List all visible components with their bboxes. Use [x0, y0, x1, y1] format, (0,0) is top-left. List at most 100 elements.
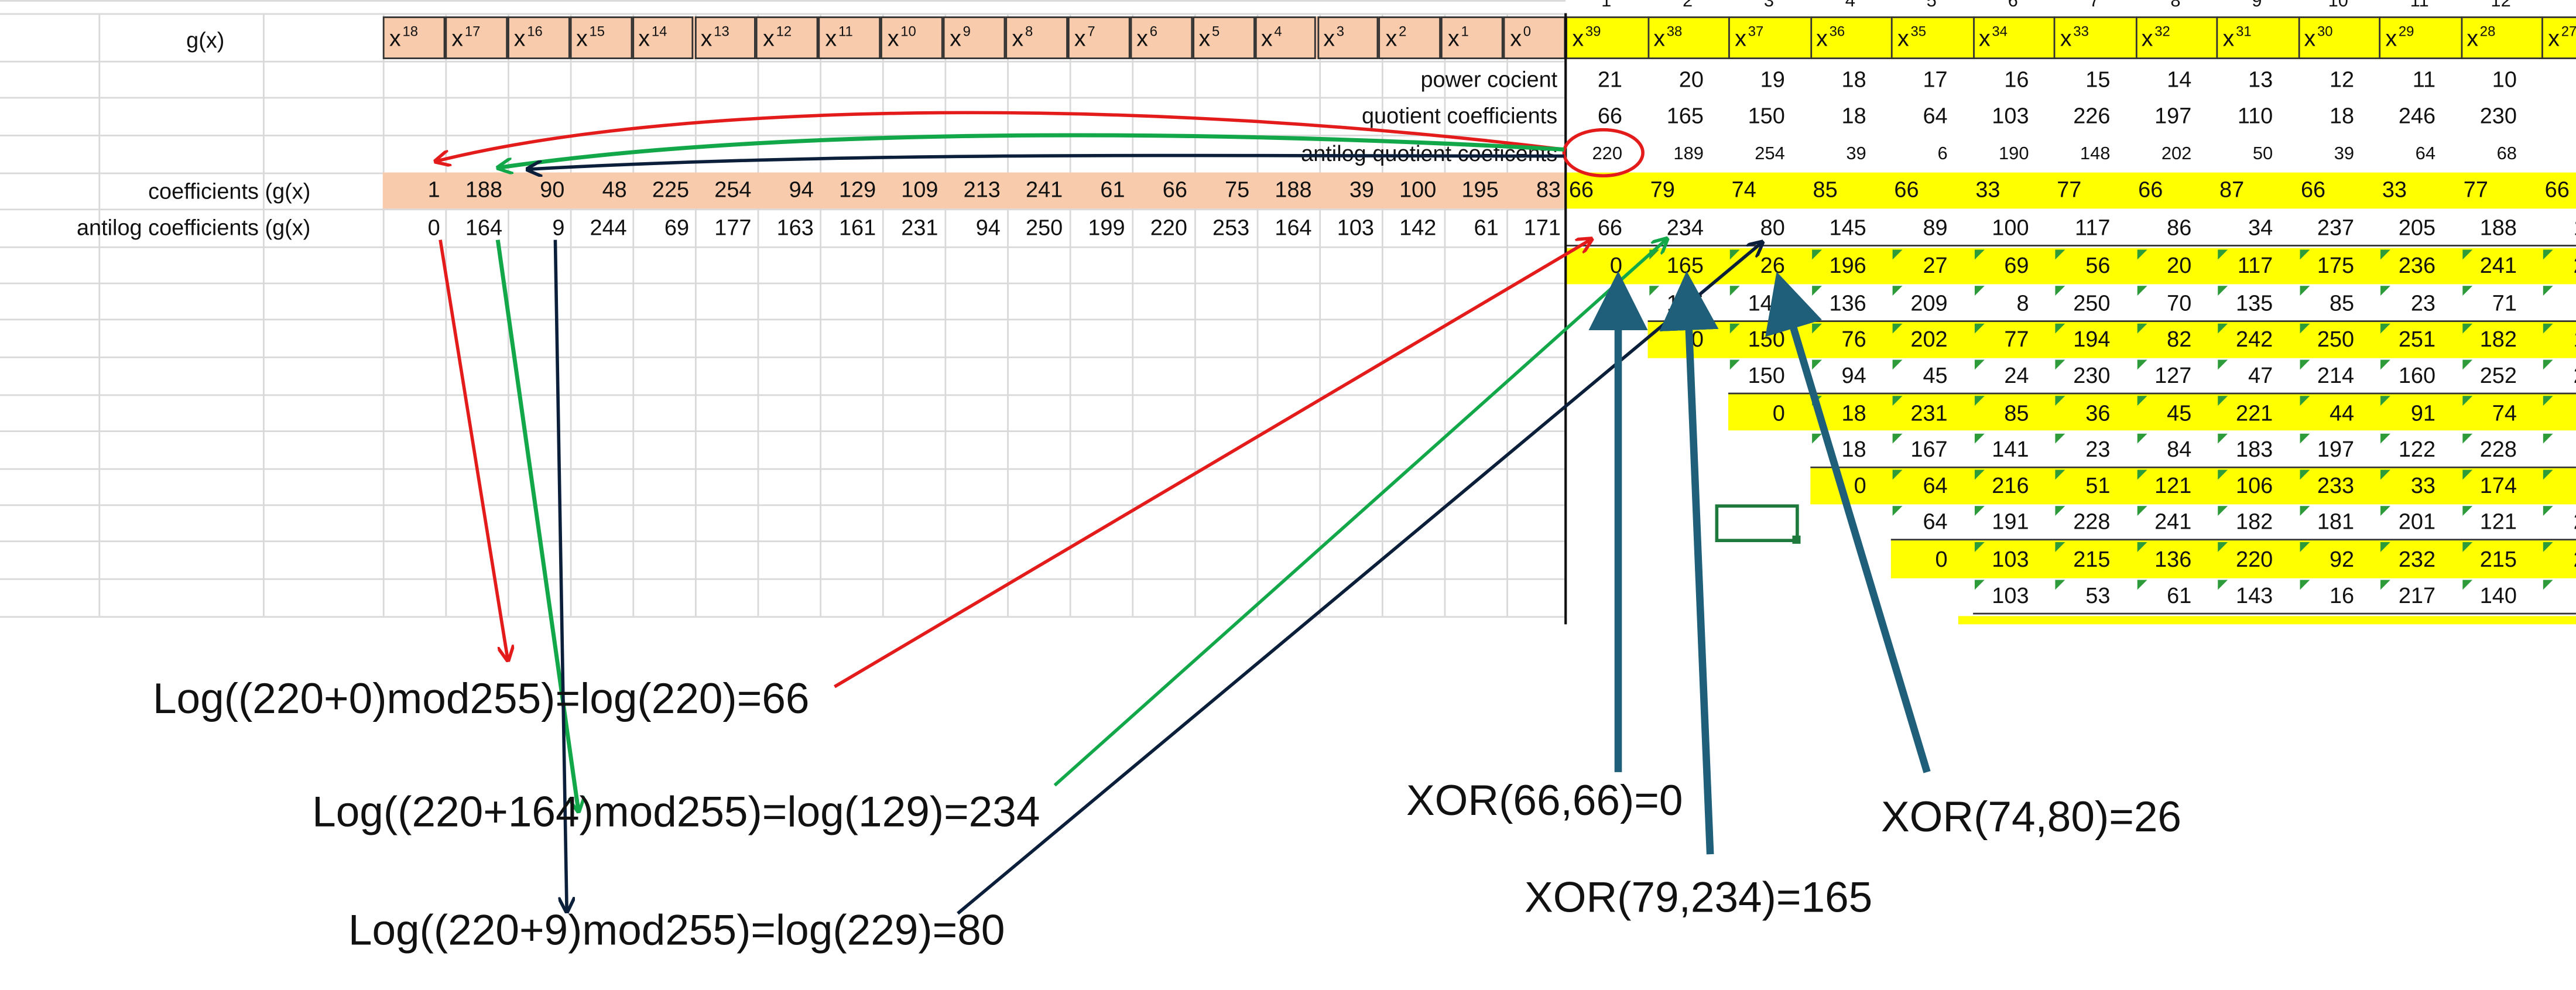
xor-result-cell[interactable]: 202 [1910, 327, 1948, 352]
gx-coefficient-cell[interactable]: 241 [1026, 177, 1063, 203]
calc-cell[interactable]: 14 [2541, 210, 2576, 245]
antilog-quotient-cell[interactable]: 190 [1999, 143, 2029, 164]
message-coefficient-cell[interactable]: 87 [2219, 177, 2245, 203]
power-cocient-cell[interactable]: 10 [2492, 67, 2517, 92]
gx-antilog-cell[interactable]: 103 [1337, 214, 1374, 239]
message-coefficient-cell[interactable]: 77 [2463, 177, 2488, 203]
xor-result-cell[interactable]: 117 [2237, 254, 2273, 279]
partial-product-cell[interactable]: 47 [2248, 363, 2273, 389]
xor-result-cell[interactable]: 231 [1910, 400, 1948, 425]
calc-cell[interactable]: 237 [2317, 214, 2355, 239]
partial-product-cell[interactable]: 209 [1910, 290, 1948, 315]
power-cocient-cell[interactable]: 13 [2248, 67, 2273, 92]
power-cocient-cell[interactable]: 18 [1841, 67, 1866, 92]
message-coefficient-cell[interactable]: 77 [2057, 177, 2082, 203]
calc-cell[interactable]: 234 [1666, 214, 1704, 239]
xor-result-cell[interactable]: 232 [2398, 546, 2436, 571]
xor-result-cell[interactable]: 45 [2167, 400, 2192, 425]
partial-product-cell[interactable]: 122 [2398, 437, 2436, 462]
xor-result-cell[interactable]: 69 [2004, 254, 2029, 279]
antilog-quotient-cell[interactable]: 148 [2080, 143, 2111, 164]
partial-product-cell[interactable]: 182 [2236, 510, 2273, 535]
partial-product-cell[interactable]: 53 [2085, 583, 2111, 608]
antilog-quotient-cell[interactable]: 39 [2334, 143, 2355, 164]
xor-result-cell[interactable]: 92 [2329, 546, 2355, 571]
gx-coefficient-cell[interactable]: 75 [1225, 177, 1250, 203]
quotient-coefficient-cell[interactable]: 226 [2073, 104, 2111, 129]
partial-product-cell[interactable]: 167 [1910, 437, 1948, 462]
xor-result-cell[interactable]: 174 [2479, 473, 2517, 498]
message-coefficient-cell[interactable]: 66 [1568, 177, 1594, 203]
partial-product-cell[interactable]: 217 [2398, 583, 2436, 608]
partial-product-cell[interactable]: 71 [2492, 290, 2517, 315]
gx-coefficient-cell[interactable]: 109 [901, 177, 938, 203]
gx-power-cell[interactable]: x 13 [694, 16, 756, 60]
calc-cell[interactable]: 117 [2075, 214, 2111, 239]
partial-product-cell[interactable]: 61 [2167, 583, 2192, 608]
xor-result-cell[interactable]: 27 [1923, 254, 1948, 279]
partial-product-cell[interactable]: 160 [2398, 363, 2436, 389]
partial-product-cell[interactable]: 94 [1841, 363, 1866, 389]
gx-power-cell[interactable]: x 10 [881, 16, 943, 60]
calc-cell[interactable]: 205 [2398, 214, 2436, 239]
msg-power-cell[interactable]: x 32 [2135, 16, 2217, 60]
xor-result-cell[interactable]: 91 [2410, 400, 2436, 425]
xor-result-cell[interactable]: 18 [1841, 400, 1866, 425]
xor-result-cell[interactable]: 250 [2317, 327, 2355, 352]
xor-result-cell[interactable]: 74 [2492, 400, 2517, 425]
antilog-quotient-cell[interactable]: 50 [2252, 143, 2273, 164]
msg-power-cell[interactable]: x 29 [2379, 16, 2461, 60]
message-coefficient-cell[interactable]: 74 [1731, 177, 1756, 203]
xor-result-cell[interactable]: 36 [2085, 400, 2111, 425]
gx-coefficient-cell[interactable]: 61 [1100, 177, 1125, 203]
partial-product-cell[interactable]: 23 [2410, 290, 2436, 315]
msg-power-cell[interactable]: x 36 [1809, 16, 1891, 60]
quotient-coefficient-cell[interactable]: 18 [2329, 104, 2355, 129]
xor-result-cell[interactable]: 136 [2154, 546, 2192, 571]
message-coefficient-cell[interactable]: 66 [1894, 177, 1919, 203]
quotient-coefficient-cell[interactable]: 197 [2154, 104, 2192, 129]
gx-coefficient-cell[interactable]: 90 [540, 177, 565, 203]
message-coefficient-cell[interactable]: 66 [2544, 177, 2570, 203]
quotient-coefficient-cell[interactable]: 103 [1992, 104, 2029, 129]
partial-product-cell[interactable]: 181 [2317, 510, 2355, 535]
xor-result-cell[interactable]: 33 [2410, 473, 2436, 498]
gx-coefficient-cell[interactable]: 1 [427, 177, 440, 203]
xor-result-cell[interactable]: 51 [2085, 473, 2111, 498]
gx-antilog-cell[interactable]: 94 [975, 214, 1001, 239]
power-cocient-cell[interactable]: 15 [2085, 67, 2111, 92]
power-cocient-cell[interactable]: 17 [1923, 67, 1948, 92]
gx-coefficient-cell[interactable]: 225 [652, 177, 690, 203]
antilog-quotient-cell[interactable]: 254 [1755, 143, 1785, 164]
xor-result-cell[interactable]: 216 [1992, 473, 2029, 498]
gx-coefficient-cell[interactable]: 129 [838, 177, 876, 203]
msg-power-cell[interactable]: x 33 [2053, 16, 2135, 60]
gx-antilog-cell[interactable]: 244 [590, 214, 627, 239]
partial-product-cell[interactable]: 84 [2167, 437, 2192, 462]
power-cocient-cell[interactable]: 16 [2004, 67, 2029, 92]
xor-result-cell[interactable]: 236 [2398, 254, 2436, 279]
calc-cell[interactable]: 188 [2479, 214, 2517, 239]
gx-coefficient-cell[interactable]: 188 [465, 177, 503, 203]
partial-product-cell[interactable]: 70 [2167, 290, 2192, 315]
gx-coefficient-cell[interactable]: 195 [1461, 177, 1499, 203]
xor-result-cell[interactable]: 215 [2479, 546, 2517, 571]
xor-result-cell[interactable]: 82 [2167, 327, 2192, 352]
calc-cell[interactable]: 145 [1829, 214, 1866, 239]
partial-product-cell[interactable]: 23 [2085, 437, 2111, 462]
xor-result-cell[interactable]: 121 [2154, 473, 2192, 498]
gx-antilog-cell[interactable]: 177 [714, 214, 752, 239]
partial-product-cell[interactable]: 16 [2329, 583, 2355, 608]
gx-antilog-cell[interactable]: 231 [901, 214, 938, 239]
message-coefficient-cell[interactable]: 79 [1650, 177, 1675, 203]
partial-product-cell[interactable]: 8 [2016, 290, 2029, 315]
antilog-quotient-cell[interactable]: 68 [2496, 143, 2517, 164]
msg-power-cell[interactable]: x 27 [2541, 16, 2576, 60]
gx-antilog-cell[interactable]: 9 [552, 214, 565, 239]
xor-result-cell[interactable]: 103 [1992, 546, 2029, 571]
gx-coefficient-cell[interactable]: 254 [714, 177, 752, 203]
power-cocient-cell[interactable]: 12 [2329, 67, 2355, 92]
partial-product-cell[interactable]: 23 [2541, 358, 2576, 395]
